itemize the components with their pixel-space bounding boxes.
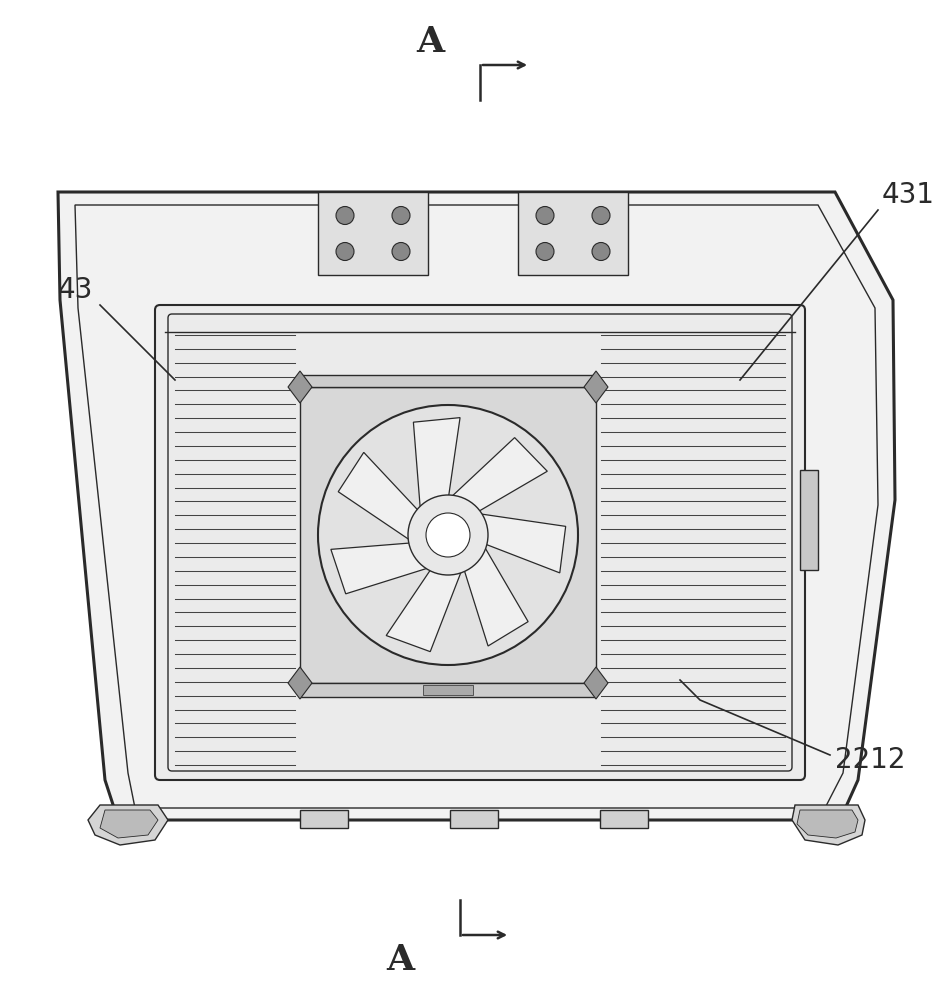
Polygon shape <box>288 667 311 699</box>
Circle shape <box>535 207 553 225</box>
Circle shape <box>391 207 409 225</box>
Bar <box>600 810 647 828</box>
Text: A: A <box>415 25 444 59</box>
Polygon shape <box>584 371 607 403</box>
Circle shape <box>407 495 487 575</box>
Polygon shape <box>791 805 864 845</box>
Circle shape <box>591 242 609 260</box>
Bar <box>449 810 498 828</box>
Bar <box>300 810 347 828</box>
Polygon shape <box>584 667 607 699</box>
Circle shape <box>535 242 553 260</box>
Circle shape <box>391 242 409 260</box>
Circle shape <box>426 513 469 557</box>
Polygon shape <box>288 371 311 403</box>
Bar <box>300 375 595 387</box>
Bar <box>300 683 595 697</box>
Text: 2212: 2212 <box>834 746 904 774</box>
FancyBboxPatch shape <box>155 305 804 780</box>
Polygon shape <box>447 438 546 513</box>
Bar <box>799 470 817 570</box>
Polygon shape <box>338 452 420 543</box>
Polygon shape <box>100 810 158 838</box>
Polygon shape <box>475 513 565 573</box>
Text: 43: 43 <box>57 276 92 304</box>
Polygon shape <box>330 543 432 594</box>
Polygon shape <box>413 418 460 513</box>
Polygon shape <box>88 805 168 845</box>
Bar <box>300 387 595 683</box>
Bar <box>423 685 472 695</box>
Polygon shape <box>58 192 894 820</box>
Polygon shape <box>463 543 527 646</box>
Bar <box>318 192 427 275</box>
Polygon shape <box>796 810 857 838</box>
Bar <box>518 192 627 275</box>
Text: 431: 431 <box>881 181 934 209</box>
Polygon shape <box>386 566 463 652</box>
Circle shape <box>336 207 353 225</box>
Circle shape <box>318 405 578 665</box>
Circle shape <box>591 207 609 225</box>
Circle shape <box>336 242 353 260</box>
Text: A: A <box>386 943 413 977</box>
